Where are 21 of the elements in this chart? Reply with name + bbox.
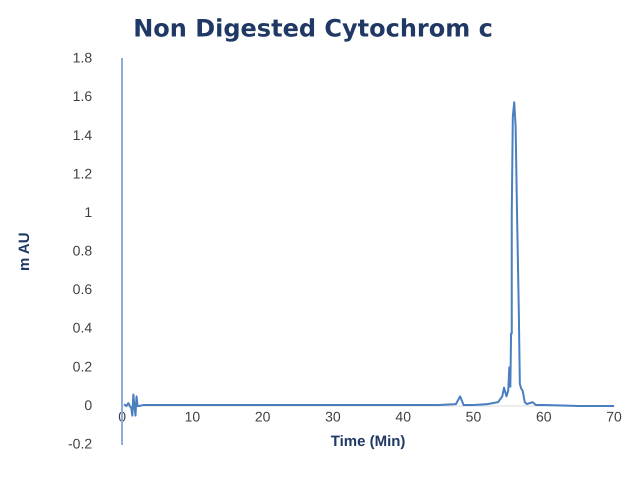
y-tick-label: 1: [84, 204, 92, 220]
x-tick-label: 30: [325, 408, 341, 424]
y-tick-label: 0.4: [72, 320, 92, 336]
x-tick-label: 20: [254, 408, 271, 424]
y-tick-label: 0.6: [72, 281, 92, 298]
x-tick-label: 50: [466, 408, 482, 424]
x-axis-title: Time (Min): [330, 432, 406, 450]
y-tick-label: -0.2: [68, 435, 92, 452]
x-tick-label: 10: [184, 408, 200, 424]
x-tick-label: 60: [536, 408, 552, 424]
y-tick-label: 1.8: [72, 50, 92, 66]
chart-title: Non Digested Cytochrom c: [133, 14, 493, 43]
y-tick-label: 1.2: [72, 165, 92, 182]
y-axis-title: m AU: [16, 232, 34, 272]
y-tick-label: 0: [84, 396, 92, 413]
x-tick-label: 70: [606, 408, 622, 424]
y-tick-label: 1.4: [72, 126, 92, 143]
x-tick-label: 40: [395, 408, 412, 424]
y-tick-label: 0.8: [72, 242, 92, 259]
y-tick-label: 1.6: [72, 88, 92, 104]
y-tick-label: 0.2: [72, 358, 92, 374]
